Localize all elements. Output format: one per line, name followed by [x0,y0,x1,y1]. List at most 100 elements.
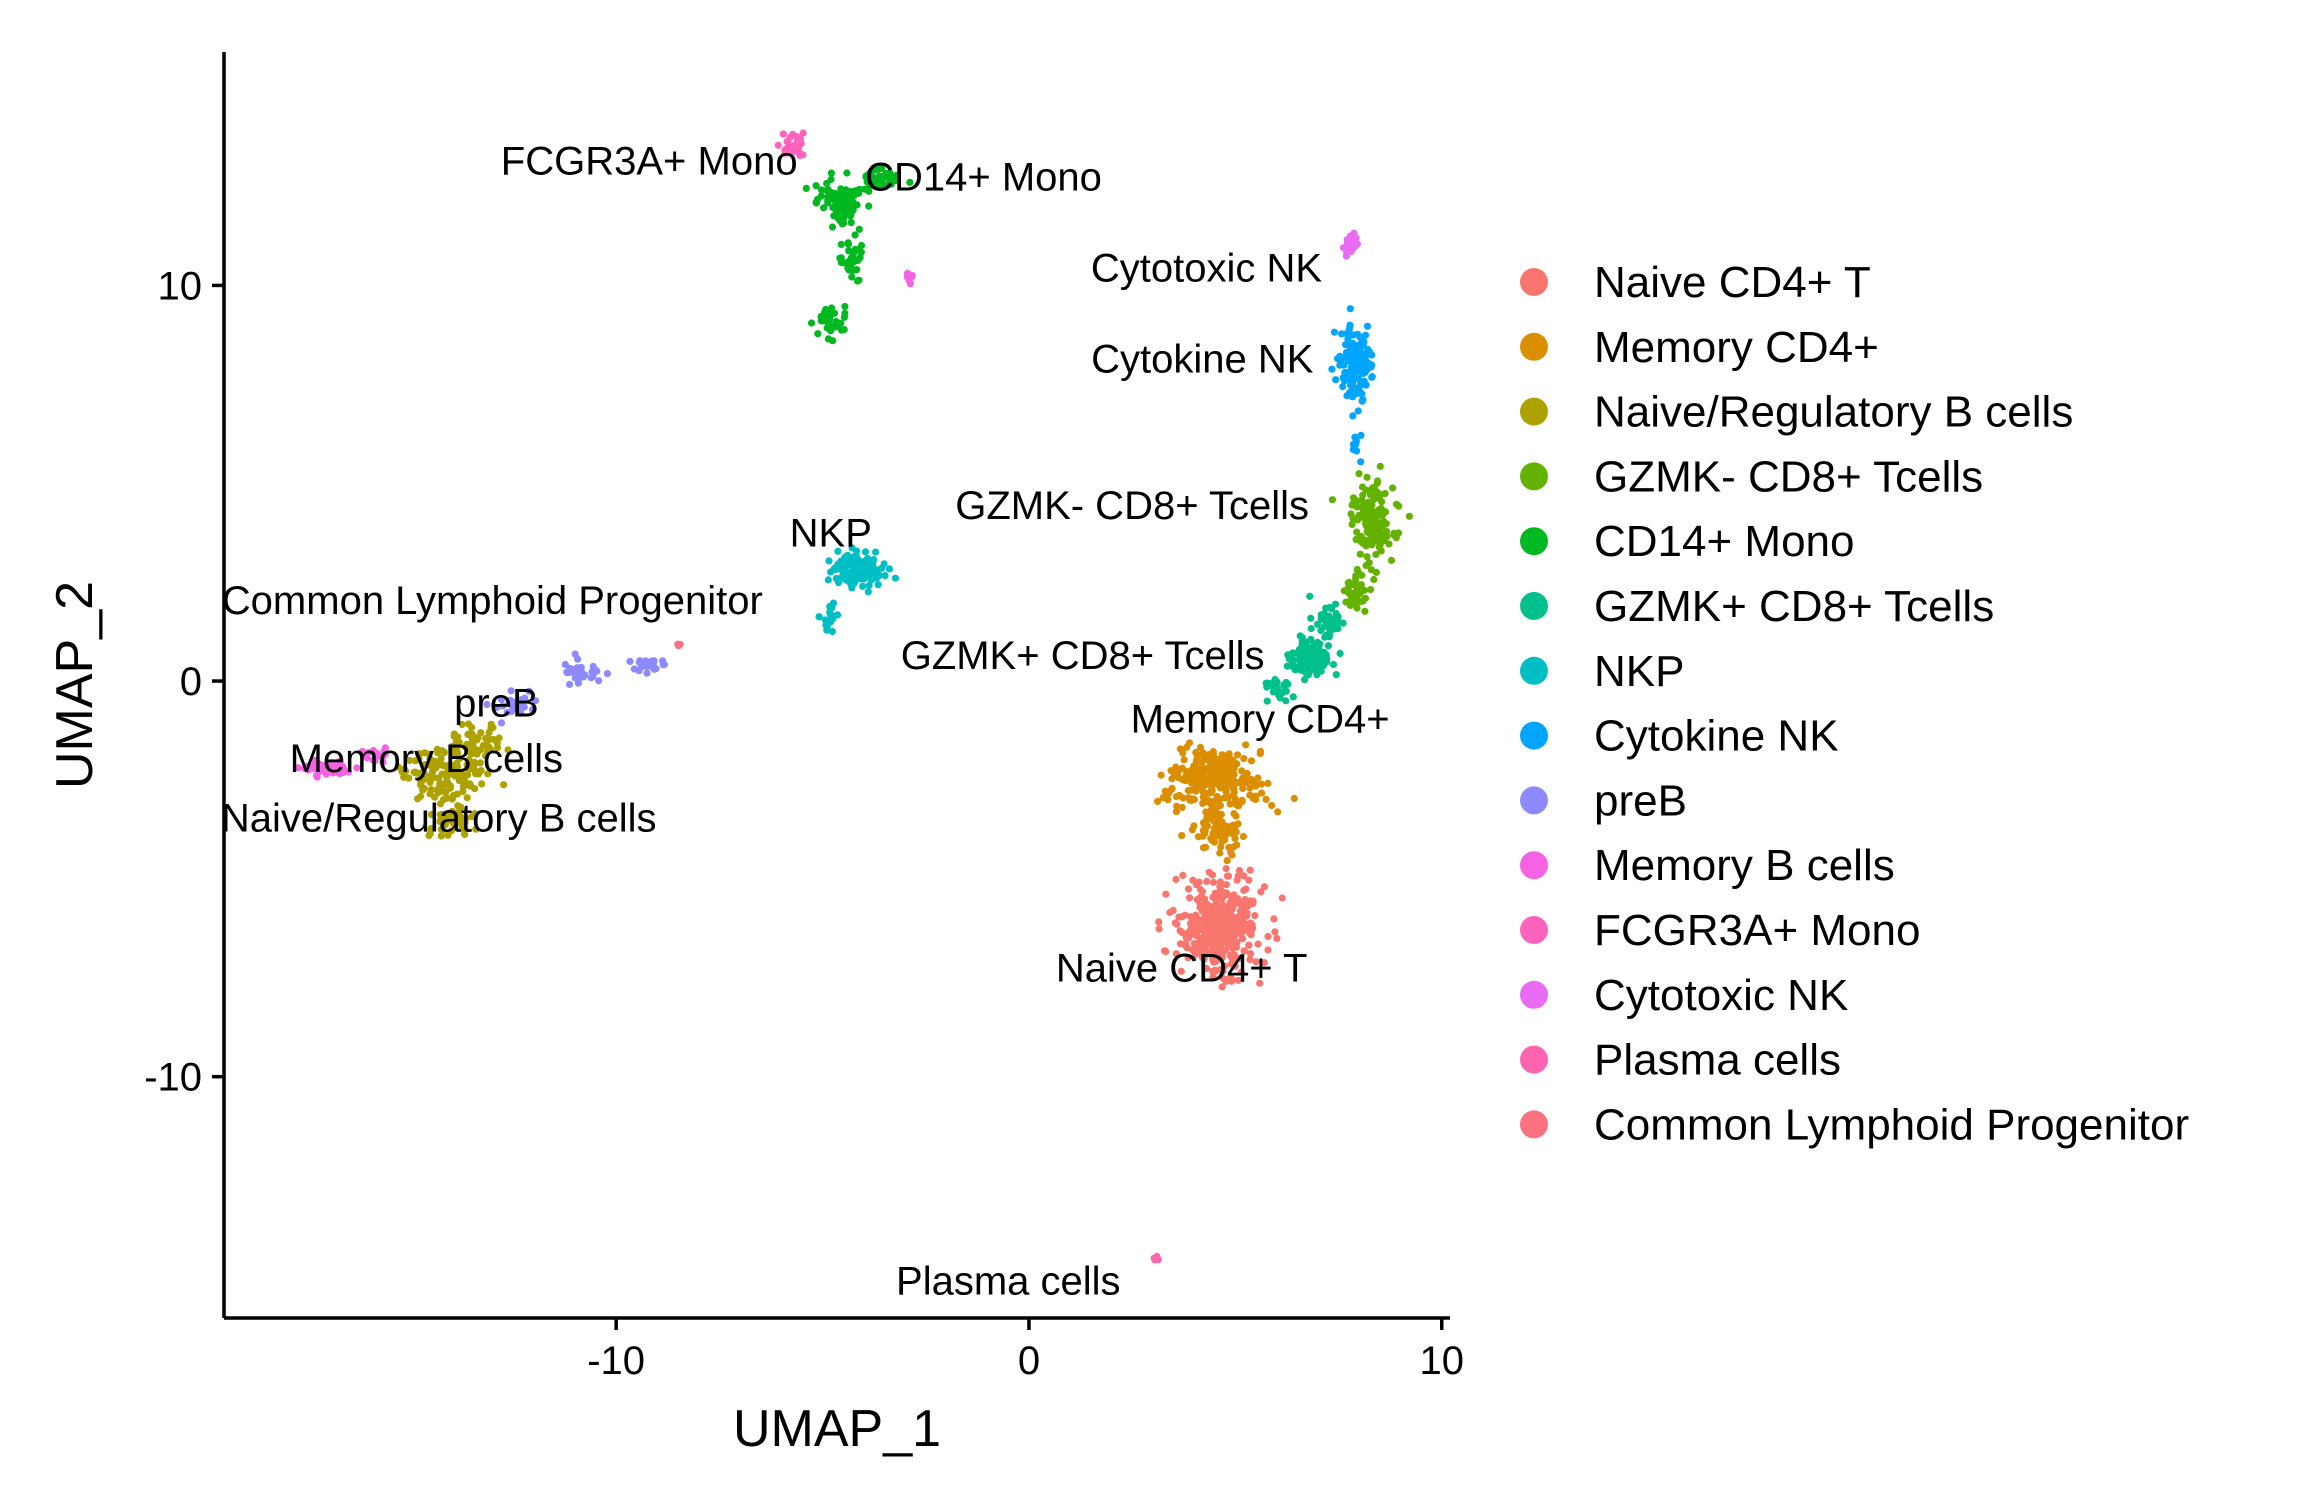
data-point [1274,808,1282,816]
data-point [1201,913,1209,921]
data-point [1290,794,1298,803]
data-point [329,765,337,773]
data-point [573,664,581,672]
data-point [1238,798,1246,806]
data-point [1370,575,1378,584]
data-point [1343,392,1351,400]
data-point [1358,397,1366,405]
data-point [861,185,869,193]
data-point [1387,556,1396,565]
data-point [774,141,782,149]
data-point [1357,355,1366,363]
data-point [1349,382,1357,390]
data-point [328,759,336,767]
data-point [1195,926,1204,934]
data-point [1190,822,1198,830]
data-point [838,209,847,217]
data-point [650,665,658,673]
data-point [1196,743,1205,752]
data-point [1258,789,1266,797]
data-point [1329,660,1338,669]
data-point [1223,857,1231,865]
data-point [446,784,454,792]
data-point [1228,851,1236,859]
data-point [1295,656,1303,664]
data-point [459,787,467,796]
data-point [1203,900,1212,909]
data-point [1216,878,1224,886]
data-point [855,569,864,577]
data-point [458,720,466,729]
data-point [1240,947,1248,955]
data-point [827,327,835,335]
data-point [1245,876,1253,884]
data-point [1339,361,1347,369]
data-point [1205,929,1213,937]
data-point [848,573,856,581]
data-point [1339,383,1347,391]
data-point [1291,666,1299,674]
data-point [1180,756,1188,764]
data-point [1162,890,1170,898]
data-point [1334,355,1342,363]
data-point [1336,649,1344,658]
data-point [869,562,877,570]
data-point [571,650,579,658]
data-point [433,745,441,754]
data-point [453,790,461,798]
data-point [1353,240,1361,248]
data-point [1358,483,1367,491]
data-point [1199,749,1207,757]
data-point [637,663,645,671]
data-point [1357,584,1365,592]
data-point [1276,694,1284,702]
data-point [1217,843,1225,851]
data-point [879,181,887,189]
data-point [1223,830,1231,838]
data-point [1361,607,1369,615]
data-point [885,180,893,188]
data-point [450,744,458,752]
legend-key [1520,592,1548,620]
data-point [394,763,402,771]
data-point [353,764,361,772]
series-9-points [294,269,916,781]
data-point [405,756,414,765]
data-point [1181,777,1189,785]
data-point [508,701,516,710]
data-point [891,574,900,582]
data-point [1257,888,1265,896]
data-point [1169,906,1177,915]
data-point [1215,826,1223,834]
data-point [1199,798,1208,807]
data-point [1184,954,1192,962]
data-point [1172,808,1180,816]
data-point [783,137,791,145]
data-point [828,223,837,231]
data-point [1364,346,1372,354]
data-point [1225,843,1233,852]
data-point [828,627,837,636]
data-point [476,759,484,767]
data-point [1225,766,1233,774]
data-point [1218,930,1226,938]
data-point [660,660,669,669]
data-point [1233,876,1241,884]
data-point [872,548,880,556]
data-point [1179,871,1187,880]
series-5-points [1262,592,1347,705]
legend-key [1520,1045,1548,1074]
data-point [595,677,603,685]
data-point [1232,955,1240,963]
data-point [463,794,471,802]
data-point [1232,828,1240,836]
data-point [1247,757,1256,765]
data-point [1240,755,1248,763]
data-point [1222,865,1230,873]
data-point [832,574,841,583]
data-point [1223,917,1231,925]
data-point [1297,666,1305,674]
cluster-label-1: Memory CD4+ [1131,698,1390,742]
data-point [1252,958,1260,966]
data-point [421,760,429,769]
